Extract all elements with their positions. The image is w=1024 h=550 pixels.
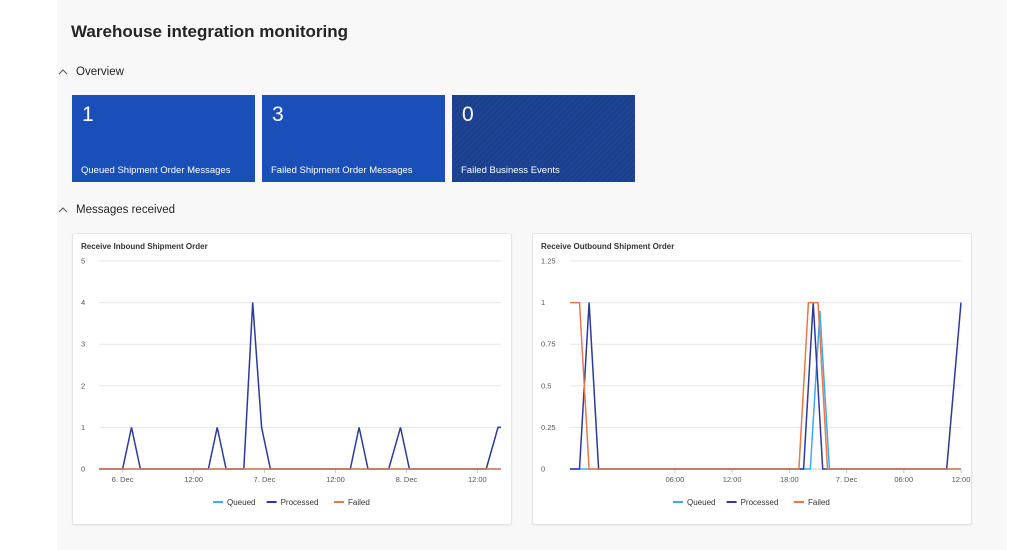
chart-title: Receive Outbound Shipment Order — [541, 242, 674, 251]
tile-label: Failed Business Events — [461, 165, 560, 176]
chart-card-inbound: Receive Inbound Shipment Order 0 1 2 3 4 5 6. D… — [72, 233, 512, 525]
x-tick-label: 18:00 — [780, 475, 799, 484]
chevron-up-icon — [58, 67, 72, 77]
y-tick-label: 0 — [81, 465, 85, 474]
y-tick-label: 0.75 — [541, 340, 556, 349]
series-line-queued — [570, 310, 961, 470]
y-tick-label: 0 — [541, 465, 545, 474]
x-tick-label: 6. Dec — [112, 475, 134, 484]
tile-count: 1 — [82, 103, 94, 126]
tile-failed-shipment-order-messages[interactable]: 3 Failed Shipment Order Messages — [262, 95, 445, 182]
legend-label-processed[interactable]: Processed — [281, 498, 319, 507]
legend-label-queued[interactable]: Queued — [227, 498, 255, 507]
y-tick-label: 2 — [81, 381, 85, 390]
legend-label-processed[interactable]: Processed — [741, 498, 779, 507]
y-tick-label: 1 — [541, 298, 545, 307]
x-tick-label: 12:00 — [326, 475, 345, 484]
page-title: Warehouse integration monitoring — [71, 22, 349, 41]
legend-label-failed[interactable]: Failed — [808, 498, 830, 507]
x-tick-label: 06:00 — [666, 475, 685, 484]
x-tick-label: 06:00 — [894, 475, 913, 484]
chart-card-outbound: Receive Outbound Shipment Order 0 0.25 0.5 0… — [532, 233, 972, 525]
section-messages-received-label: Messages received — [76, 204, 176, 216]
y-tick-label: 5 — [81, 257, 85, 266]
section-overview-toggle[interactable]: Overview — [58, 66, 124, 78]
tile-count: 0 — [462, 103, 474, 126]
y-tick-label: 0.5 — [541, 381, 551, 390]
y-tick-label: 1 — [81, 423, 85, 432]
legend-label-queued[interactable]: Queued — [687, 498, 715, 507]
y-tick-label: 4 — [81, 298, 85, 307]
x-tick-label: 7. Dec — [254, 475, 276, 484]
y-tick-label: 0.25 — [541, 423, 556, 432]
x-tick-label: 12:00 — [184, 475, 203, 484]
x-tick-label: 12:00 — [952, 475, 971, 484]
y-tick-label: 1.25 — [541, 257, 556, 266]
x-tick-label: 12:00 — [723, 475, 742, 484]
series-line-failed — [570, 301, 961, 470]
chevron-up-icon — [58, 205, 72, 215]
tile-label: Failed Shipment Order Messages — [271, 165, 413, 176]
chart-outbound: Receive Outbound Shipment Order 0 0.25 0.5 0… — [541, 242, 971, 507]
x-tick-label: 8. Dec — [396, 475, 418, 484]
tile-count: 3 — [272, 103, 284, 126]
chart-inbound: Receive Inbound Shipment Order 0 1 2 3 4 5 6. D… — [81, 242, 501, 507]
x-tick-label: 7. Dec — [836, 475, 858, 484]
x-tick-label: 12:00 — [468, 475, 487, 484]
legend-label-failed[interactable]: Failed — [348, 498, 370, 507]
tile-queued-shipment-order-messages[interactable]: 1 Queued Shipment Order Messages — [72, 95, 255, 182]
tile-failed-business-events[interactable]: 0 Failed Business Events — [452, 95, 635, 182]
y-tick-label: 3 — [81, 340, 85, 349]
tile-label: Queued Shipment Order Messages — [81, 165, 231, 176]
section-messages-received-toggle[interactable]: Messages received — [58, 204, 175, 216]
chart-title: Receive Inbound Shipment Order — [81, 242, 208, 251]
section-overview-label: Overview — [76, 66, 124, 78]
